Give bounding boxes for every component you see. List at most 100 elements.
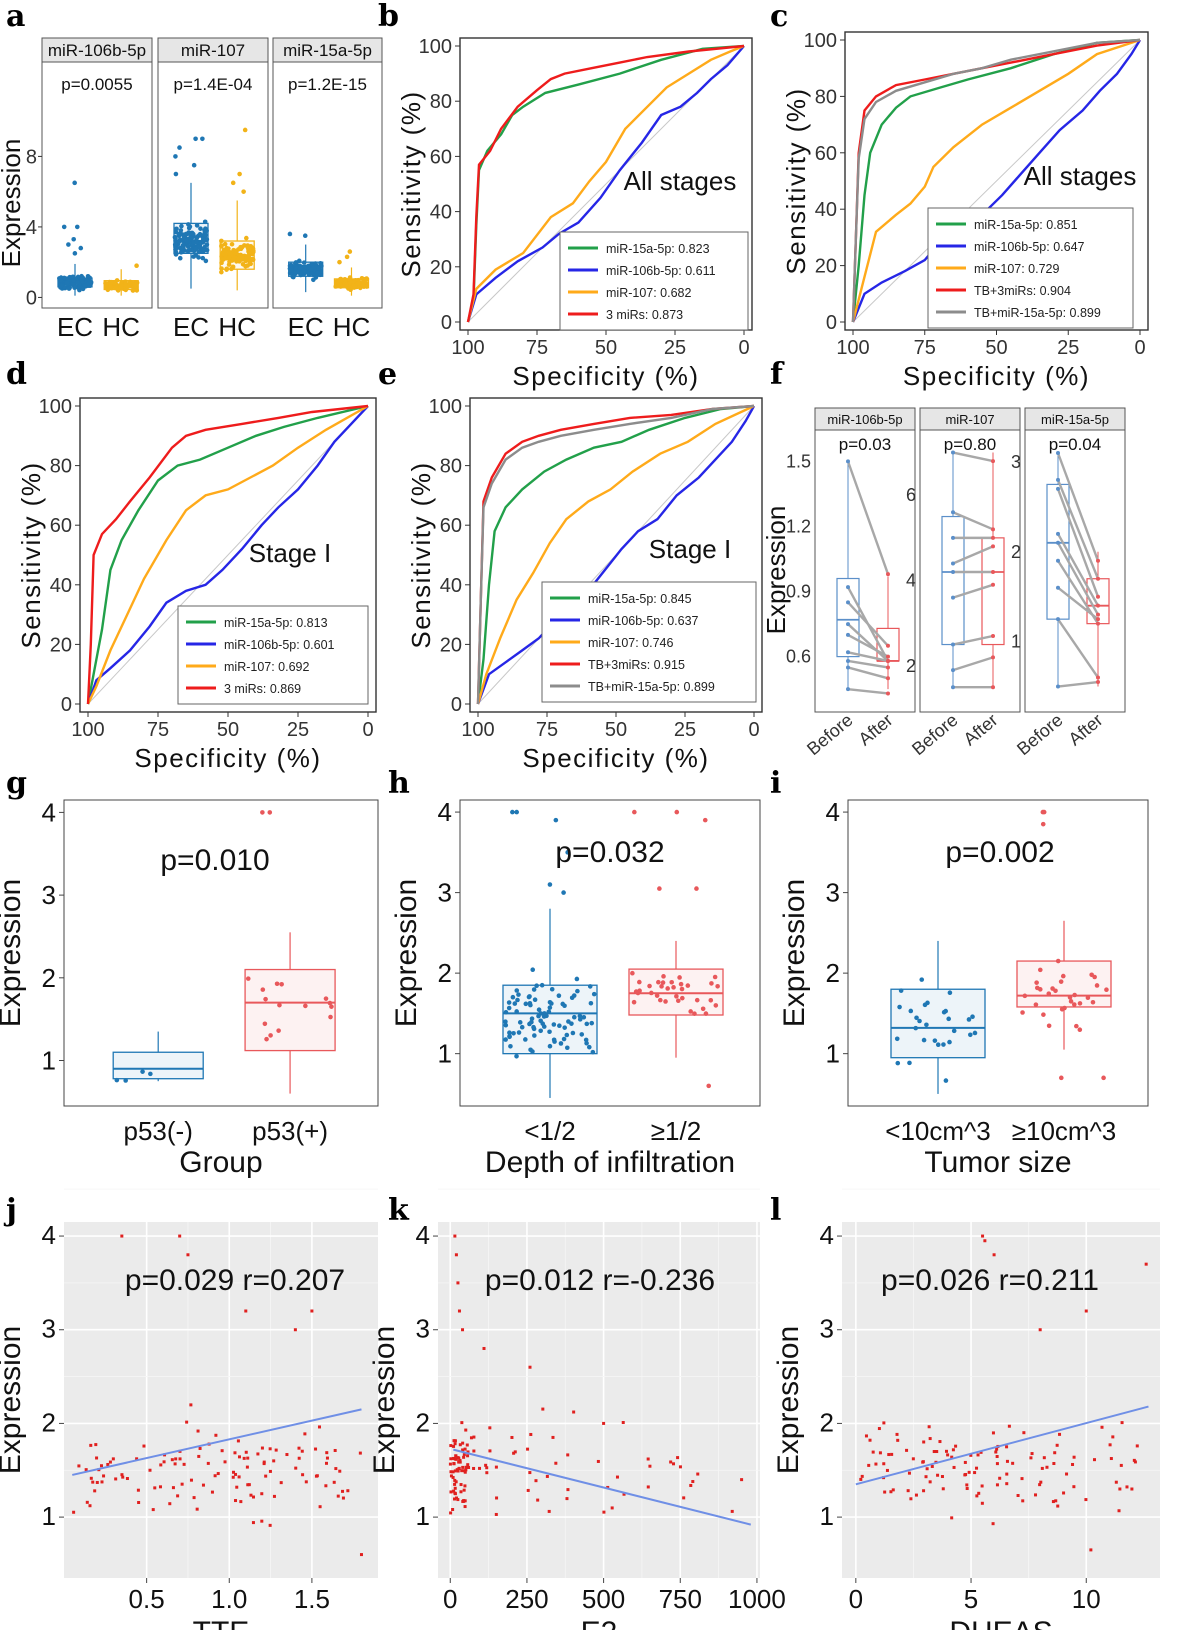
data-point — [591, 991, 597, 997]
legend-label: miR-15a-5p: 0.823 — [606, 242, 710, 256]
panel-letter-b: b — [378, 0, 399, 34]
data-point — [108, 1460, 112, 1464]
data-point — [137, 1501, 141, 1505]
data-point — [1039, 1480, 1043, 1484]
x-tick-label: 0 — [849, 1584, 863, 1614]
y-tick-label: 8 — [26, 146, 37, 168]
data-point — [514, 809, 519, 815]
x-axis-label: Depth of infiltration — [485, 1146, 735, 1179]
data-point — [183, 231, 189, 237]
data-point — [706, 1083, 712, 1089]
data-point — [951, 685, 955, 690]
data-point — [173, 229, 179, 235]
data-point — [921, 1037, 927, 1043]
roc-curve-miR-107 — [86, 404, 369, 705]
y-tick-label: 2 — [438, 958, 452, 988]
data-point — [459, 1490, 463, 1494]
data-point — [222, 241, 228, 247]
data-point — [688, 1009, 693, 1014]
data-point — [991, 655, 995, 660]
box-iqr — [244, 968, 336, 1052]
data-point — [216, 1472, 220, 1476]
roc-curve-miR-15a-5p — [86, 404, 369, 705]
data-point — [1096, 617, 1100, 622]
data-point — [462, 1453, 466, 1457]
data-point — [226, 255, 232, 260]
legend-label: miR-106b-5p: 0.611 — [606, 264, 716, 278]
data-point — [506, 1005, 512, 1011]
data-point — [168, 1502, 172, 1506]
data-point — [503, 1019, 508, 1024]
panel-letter-h: h — [388, 766, 410, 801]
data-point — [886, 643, 890, 648]
data-point — [260, 987, 266, 992]
legend-label: miR-107: 0.746 — [588, 636, 674, 650]
pair-line — [952, 583, 994, 599]
data-point — [268, 1033, 273, 1038]
data-point — [200, 237, 206, 242]
data-point — [685, 983, 691, 988]
data-point — [907, 1060, 912, 1066]
data-point — [449, 1470, 453, 1474]
data-point — [973, 1471, 977, 1475]
data-point — [889, 1490, 893, 1494]
panel-letter-e: e — [378, 357, 397, 392]
data-point — [846, 650, 850, 655]
data-point — [846, 600, 850, 605]
x-tick-label: Before — [908, 710, 961, 759]
legend-label: miR-107: 0.692 — [224, 660, 310, 674]
data-point — [909, 1497, 913, 1501]
data-point — [123, 1078, 128, 1083]
diagonal-reference — [852, 39, 1141, 323]
data-point — [882, 1462, 886, 1466]
y-axis-label: Expression — [761, 506, 791, 635]
panel-j-chart: 0.5 1.0 1.5 1 2 3 4 TTE Expression p=0.029 r=0.20… — [0, 1188, 378, 1630]
data-point — [936, 1473, 940, 1477]
data-point — [532, 997, 538, 1003]
data-point — [564, 1045, 570, 1051]
panel-letter-l: l — [770, 1193, 781, 1228]
x-tick-label: 250 — [505, 1584, 548, 1614]
data-point — [327, 1000, 333, 1006]
data-point — [206, 1461, 210, 1465]
data-point — [859, 1477, 863, 1481]
data-point — [238, 246, 244, 252]
facet-strip-label: miR-15a-5p — [283, 41, 372, 60]
box-iqr — [1046, 483, 1070, 620]
data-point — [194, 235, 199, 240]
data-point — [1096, 603, 1100, 608]
data-point — [531, 987, 537, 992]
data-point — [233, 1451, 237, 1455]
data-point — [118, 282, 124, 288]
data-point — [512, 1451, 516, 1455]
data-point — [95, 1456, 99, 1460]
data-point — [64, 280, 70, 286]
x-tick-label: <10cm^3 — [885, 1116, 990, 1146]
y-tick-label: 60 — [430, 146, 452, 168]
data-point — [251, 1495, 255, 1499]
data-point — [178, 228, 184, 233]
data-point — [472, 1466, 476, 1470]
data-point — [510, 809, 515, 815]
y-tick-label: 2 — [42, 963, 56, 993]
data-point — [301, 1473, 305, 1477]
panels: miR-106b-5p p=0.0055 EC HC miR-107 p=1.4E-04 E… — [0, 30, 1160, 1630]
x-axis-label: Specificity (%) — [522, 743, 709, 773]
data-point — [303, 1432, 307, 1436]
x-tick-label: 1.0 — [211, 1584, 247, 1614]
data-point — [692, 1011, 697, 1016]
data-point — [461, 1448, 465, 1452]
y-tick-label: 2 — [416, 1407, 430, 1437]
data-point — [264, 1474, 268, 1478]
data-point — [140, 1069, 145, 1074]
data-point — [1072, 1485, 1076, 1489]
data-point — [202, 219, 208, 225]
panel-a-chart: miR-106b-5p p=0.0055 EC HC miR-107 p=1.4E-04 E… — [0, 37, 383, 342]
pair-line — [952, 451, 994, 463]
data-point — [1074, 1023, 1079, 1029]
facet-frame — [157, 61, 269, 309]
data-point — [551, 1022, 557, 1027]
pair-line — [952, 545, 994, 565]
data-point — [680, 995, 685, 1001]
data-point — [1120, 1421, 1124, 1425]
